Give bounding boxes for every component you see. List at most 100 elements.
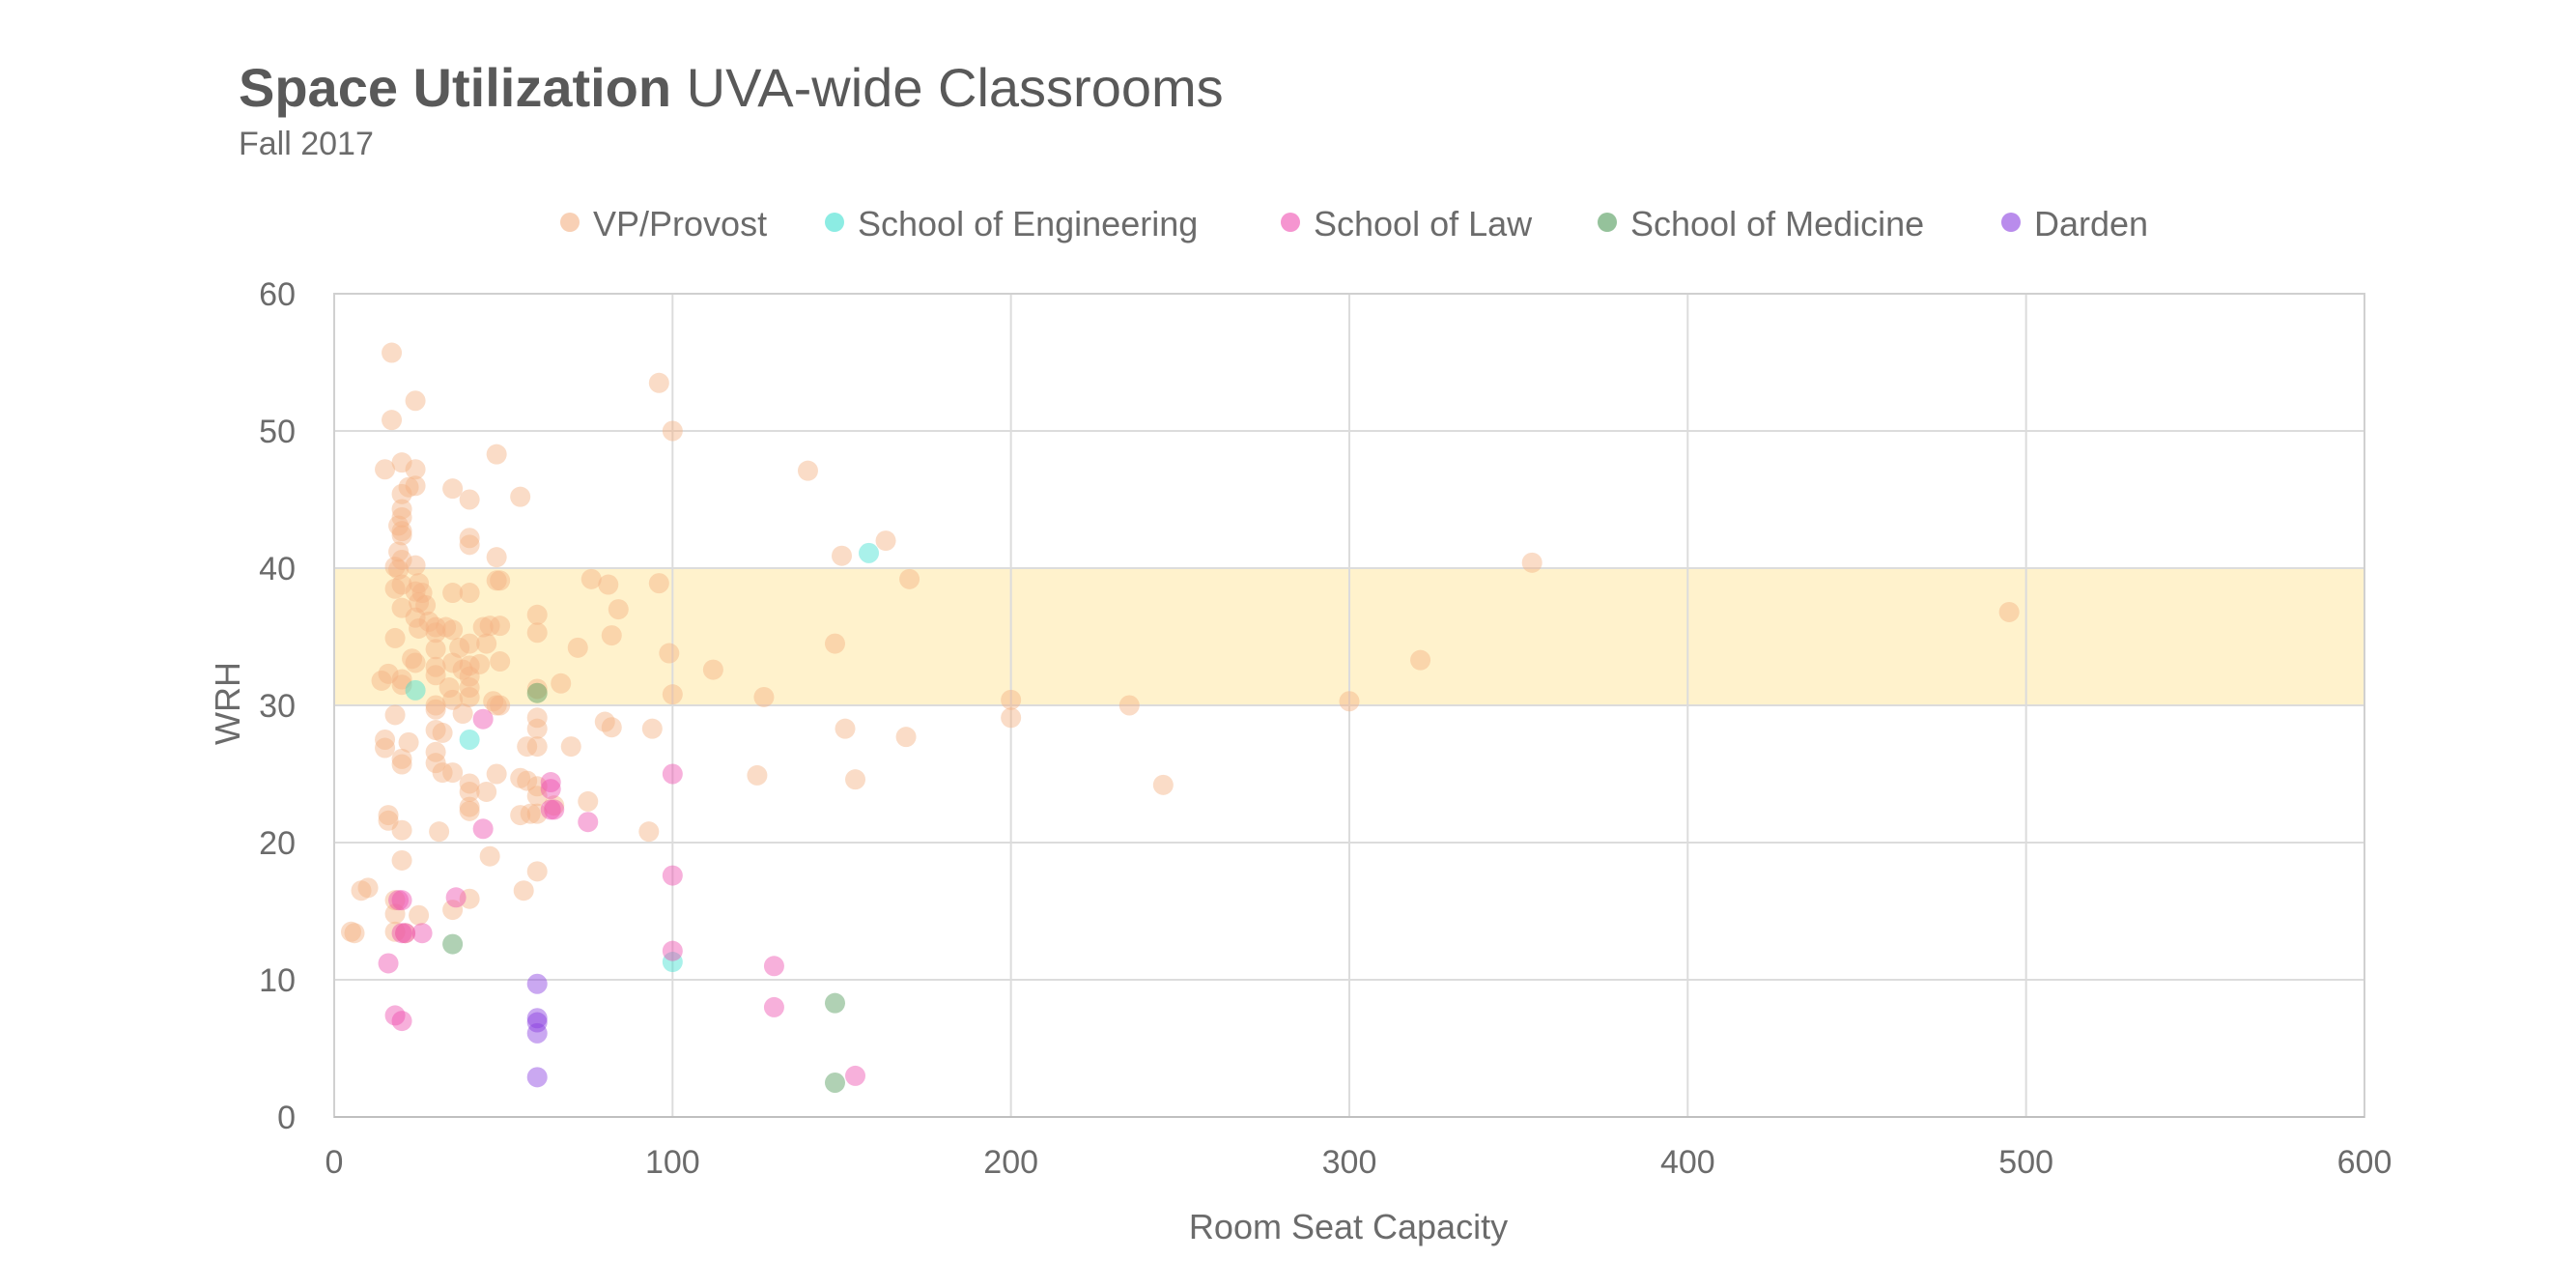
data-point [384,627,406,648]
data-point [425,753,446,774]
data-point [1410,649,1431,671]
data-point [578,812,599,833]
data-point [391,674,412,696]
data-point [378,810,399,831]
data-point [526,776,548,797]
data-point [425,720,446,741]
data-point [405,607,426,628]
data-point [472,708,494,730]
data-point [526,622,548,644]
data-point [384,890,406,911]
data-point [459,528,480,549]
x-axis-label: Room Seat Capacity [1189,1207,1508,1246]
data-point [526,1067,548,1088]
data-point [439,677,460,699]
data-point [432,762,453,784]
data-point [517,770,538,791]
data-point [442,762,464,784]
data-point [391,748,412,769]
data-point [895,727,917,748]
data-point [384,578,406,599]
data-point [449,637,470,658]
data-point [391,506,412,528]
data-point [472,818,494,840]
data-point [1001,689,1022,710]
data-point [544,795,565,816]
data-point [384,704,406,726]
x-tick-label: 400 [1660,1144,1715,1181]
data-point [391,819,412,841]
data-point [662,420,683,442]
data-point [824,992,845,1014]
data-point [378,953,399,974]
data-point [702,659,723,680]
data-point [388,558,410,580]
legend-marker [1598,213,1617,232]
data-point [425,656,446,677]
legend-item: School of Medicine [1598,204,1924,243]
data-point [459,773,480,794]
data-point [442,900,464,921]
data-point [442,619,464,641]
data-point [641,718,663,739]
data-point [544,799,565,820]
y-tick-label: 10 [259,962,296,999]
data-point [378,663,399,684]
legend: VP/Provost School of Engineering School of… [560,204,2148,243]
data-point [391,890,412,911]
data-point [405,652,426,673]
data-point [425,699,446,720]
data-point [490,615,511,637]
data-point [753,686,775,707]
data-point [405,475,426,497]
data-point [526,678,548,700]
data-point [351,880,372,902]
data-point [662,952,683,973]
data-point [486,547,507,568]
data-point [375,459,396,480]
data-point [476,781,497,802]
data-point [398,731,419,753]
data-point [375,730,396,750]
data-point [391,1011,412,1032]
data-point [1339,691,1360,712]
data-point [391,483,412,504]
x-tick-label: 300 [1322,1144,1377,1181]
data-point [411,583,433,604]
data-point [452,659,473,680]
data-point [425,616,446,638]
data-point [405,390,426,412]
data-point [436,616,457,638]
data-point [405,581,426,602]
data-point [344,923,365,944]
y-tick-label: 20 [259,825,296,862]
data-point [384,557,406,578]
legend-marker [825,213,844,232]
legend-item: School of Law [1281,204,1533,243]
series-school-of-medicine [442,682,845,1093]
series-school-of-engineering [405,542,880,973]
data-point [551,673,572,694]
data-point [824,633,845,654]
data-point [608,599,629,620]
data-point [415,594,437,615]
data-point [459,686,480,707]
legend-item: VP/Provost [560,204,767,243]
legend-marker [1281,213,1300,232]
data-point [442,478,464,500]
data-point [598,574,619,595]
data-point [459,888,480,909]
data-point [442,689,464,710]
data-point [662,940,683,961]
data-point [459,666,480,687]
data-point [526,718,548,739]
data-point [425,622,446,644]
legend-label: School of Law [1314,204,1533,243]
data-point [648,372,669,393]
data-point [648,573,669,594]
data-point [418,611,439,632]
data-point [391,597,412,618]
data-point [382,342,403,363]
data-point [510,767,531,788]
data-point [411,923,433,944]
